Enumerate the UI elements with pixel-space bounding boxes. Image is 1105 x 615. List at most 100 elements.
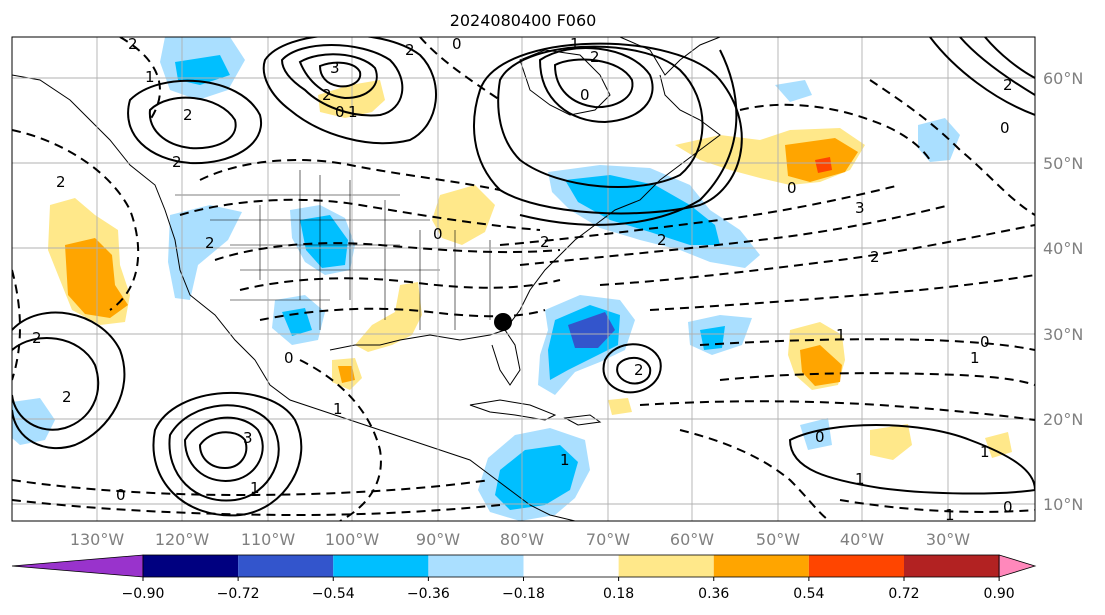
gulf-coast xyxy=(329,329,521,386)
dashed-contour xyxy=(739,103,931,161)
contour-label: 2 xyxy=(32,329,42,347)
dashed-contour xyxy=(12,499,501,517)
contour-label: 2 xyxy=(128,35,138,53)
warm-anomaly-atlantic-south xyxy=(870,424,912,460)
lon-label: 40°W xyxy=(840,530,884,549)
colorbar-frame xyxy=(142,554,1000,578)
contour-label: 2 xyxy=(205,234,215,252)
dashed-contour xyxy=(179,198,541,231)
lon-label: 80°W xyxy=(500,530,544,549)
dashed-contour xyxy=(639,400,1035,421)
lat-label: 10°N xyxy=(1043,495,1083,514)
contour-label: 2 xyxy=(183,106,193,124)
colorbar-segment xyxy=(238,555,334,577)
warm-anomaly-mexico-core xyxy=(338,366,355,383)
contour-label: 0 xyxy=(116,486,126,504)
solid-contour xyxy=(198,431,248,470)
colorbar-segment xyxy=(333,555,429,577)
contour-label: 2 xyxy=(590,48,600,66)
lon-label: 120°W xyxy=(155,530,210,549)
cool-anomaly-great-lakes-core xyxy=(565,175,720,245)
dashed-contour xyxy=(519,204,951,266)
colorbar-tick-label: 0.90 xyxy=(984,586,1015,602)
contour-label: 1 xyxy=(855,470,865,488)
contour-label: 2 xyxy=(1003,76,1013,94)
contour-label: 0 xyxy=(1000,119,1010,137)
lat-label: 60°N xyxy=(1043,69,1083,88)
dashed-contour xyxy=(839,499,1035,513)
warm-anomaly-atlantic-north-max xyxy=(815,157,832,173)
coastlines xyxy=(12,37,721,521)
warm-anomaly-atlantic-mid-core xyxy=(800,345,842,386)
contour-label: 2 xyxy=(322,86,332,104)
warm-anomaly-greatlakes xyxy=(432,185,495,245)
contour-label: 2 xyxy=(634,361,644,379)
solid-contour xyxy=(148,96,237,150)
solid-contour xyxy=(298,53,378,100)
colorbar-segment xyxy=(713,555,809,577)
contour-label: 0 xyxy=(1003,498,1013,516)
colorbar-tick-label: 0.36 xyxy=(698,586,729,602)
contour-label: 1 xyxy=(970,349,980,367)
cool-anomaly-atlantic-south xyxy=(800,418,832,450)
solid-contour xyxy=(127,79,263,165)
latitude-labels: 60°N 50°N 40°N 30°N 20°N 10°N xyxy=(1043,69,1083,514)
colorbar-labels: −0.90 −0.72 −0.54 −0.36 −0.18 0.18 0.36 0.54 0.7… xyxy=(122,577,1015,602)
gridlines xyxy=(12,37,1035,521)
solid-contour xyxy=(280,44,404,117)
contour-label: 2 xyxy=(657,231,667,249)
cool-anomaly-atlantic-far-east xyxy=(918,118,960,162)
solid-contour xyxy=(318,61,362,88)
dashed-contour xyxy=(719,372,1035,386)
contour-label: 1 xyxy=(333,400,343,418)
dashed-contour xyxy=(299,359,382,521)
dashed-contour xyxy=(699,338,1035,351)
map-panel: 2 0 2 1 3 2 0 1 2 1 0 2 2 2 2 2 0 2 0 2 … xyxy=(12,35,1035,521)
north-america-coast xyxy=(12,74,576,521)
colorbar-segment xyxy=(523,555,619,577)
lon-label: 60°W xyxy=(670,530,714,549)
contour-label: 2 xyxy=(870,248,880,266)
contour-label: 2 xyxy=(405,41,415,59)
dashed-contour xyxy=(649,274,1035,311)
contour-label: 2 xyxy=(62,388,72,406)
solid-contour xyxy=(497,45,704,188)
dashed-contour xyxy=(199,159,501,191)
colorbar-tick-label: 0.54 xyxy=(793,586,824,602)
contour-label: 3 xyxy=(243,429,253,447)
solid-contour xyxy=(959,37,1035,96)
contour-label: 0 xyxy=(284,349,294,367)
cool-anomaly-labrador xyxy=(775,80,812,102)
location-marker xyxy=(494,313,512,331)
contour-label: 0 xyxy=(580,86,590,104)
colorbar xyxy=(11,554,1037,578)
contours xyxy=(12,37,1035,521)
contour-label: 3 xyxy=(855,199,865,217)
map-frame xyxy=(11,36,1036,522)
solid-contour xyxy=(984,37,1035,79)
solid-contour xyxy=(12,311,126,450)
cuba xyxy=(469,399,557,421)
contour-labels: 2 0 2 1 3 2 0 1 2 1 0 2 2 2 2 2 0 2 0 2 … xyxy=(32,35,1013,521)
lon-label: 50°W xyxy=(756,530,800,549)
colorbar-segment xyxy=(428,555,524,577)
dashed-contour xyxy=(679,429,831,521)
colorbar-tick-label: −0.54 xyxy=(312,586,355,602)
contour-label: 1 xyxy=(348,103,358,121)
cool-anomaly-rockies xyxy=(168,205,242,300)
lon-label: 100°W xyxy=(325,530,380,549)
lon-label: 110°W xyxy=(241,530,296,549)
contour-label: 0 xyxy=(815,428,825,446)
state-borders xyxy=(175,170,491,330)
lon-label: 70°W xyxy=(586,530,630,549)
colorbar-extension-high xyxy=(998,554,1037,578)
contour-label: 0 xyxy=(335,103,345,121)
solid-contour xyxy=(183,416,264,482)
solid-contour xyxy=(262,37,437,145)
colorbar-tick-label: 0.18 xyxy=(603,586,634,602)
colorbar-segment xyxy=(143,555,239,577)
colorbar-segment xyxy=(904,555,1000,577)
cool-anomaly-atlantic-east-core xyxy=(700,326,725,350)
warm-anomaly-atlantic-east xyxy=(985,432,1012,458)
